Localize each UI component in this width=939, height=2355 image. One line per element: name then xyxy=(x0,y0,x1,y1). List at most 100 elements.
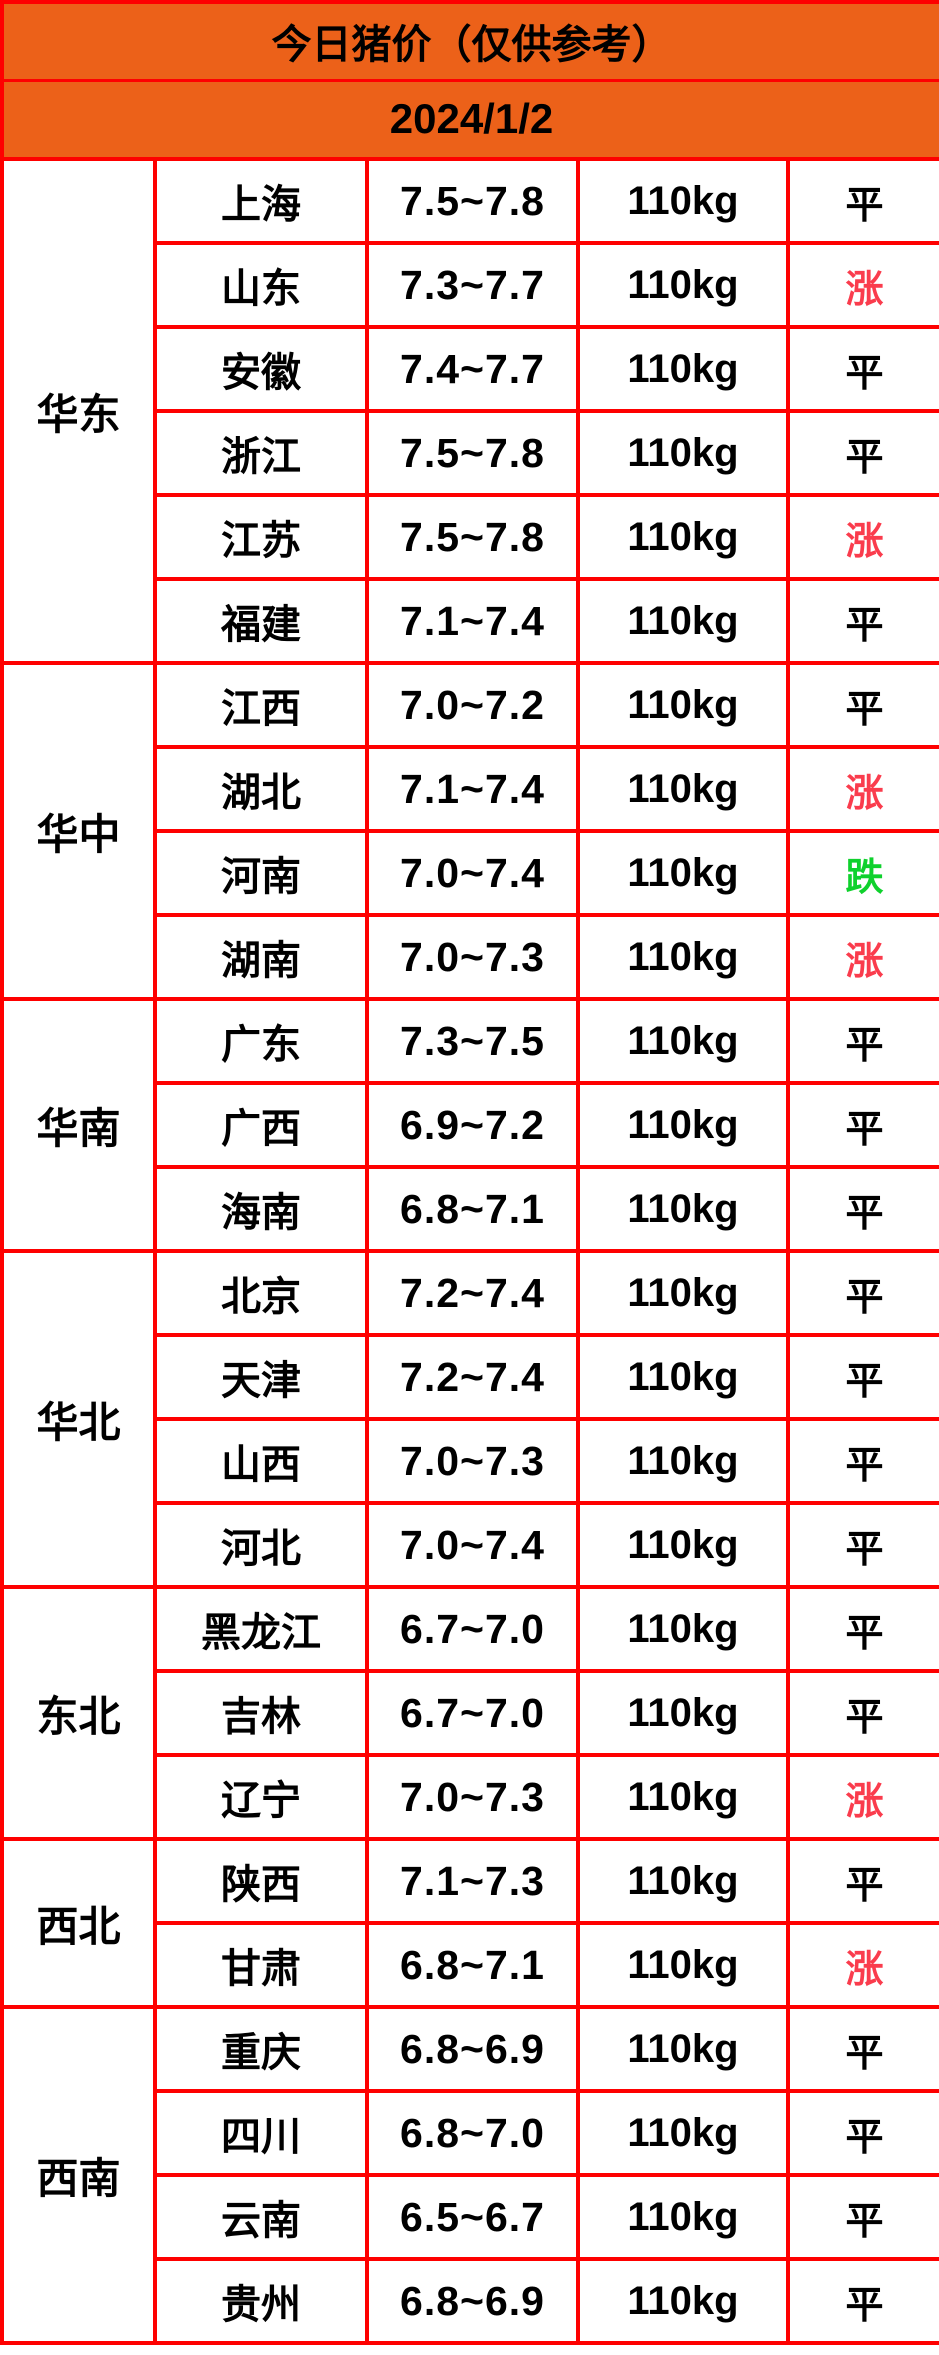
weight-cell: 110kg xyxy=(576,1921,790,2009)
table-row: 四川 6.8~7.0 110kg 平 xyxy=(2,2089,939,2177)
date-label: 2024/1/2 xyxy=(0,78,939,161)
city-cell: 湖南 xyxy=(153,913,369,1001)
weight-cell: 110kg xyxy=(576,1837,790,1925)
status-cell: 平 xyxy=(785,661,939,749)
status-cell: 平 xyxy=(785,2257,939,2345)
status-cell: 涨 xyxy=(785,1921,939,2009)
price-cell: 7.4~7.7 xyxy=(365,325,580,413)
city-cell: 广东 xyxy=(153,997,369,1085)
table-row: 湖南 7.0~7.3 110kg 涨 xyxy=(2,913,939,1001)
price-cell: 6.8~7.1 xyxy=(365,1921,580,2009)
city-cell: 贵州 xyxy=(153,2257,369,2345)
status-cell: 平 xyxy=(785,2005,939,2093)
price-cell: 7.5~7.8 xyxy=(365,493,580,581)
price-cell: 7.1~7.4 xyxy=(365,577,580,665)
table-row: 华中 江西 7.0~7.2 110kg 平 xyxy=(0,661,939,1001)
weight-cell: 110kg xyxy=(576,1669,790,1757)
city-cell: 湖北 xyxy=(153,745,369,833)
weight-cell: 110kg xyxy=(576,157,790,245)
region-cell: 华中 xyxy=(0,661,157,1001)
city-cell: 海南 xyxy=(153,1165,369,1253)
city-cell: 甘肃 xyxy=(153,1921,369,2009)
price-cell: 7.2~7.4 xyxy=(365,1333,580,1421)
city-cell: 天津 xyxy=(153,1333,369,1421)
price-cell: 7.3~7.7 xyxy=(365,241,580,329)
price-cell: 7.0~7.2 xyxy=(365,661,580,749)
table-body: 华东 上海 7.5~7.8 110kg 平山东 7.3~7.7 110kg 涨安徽 7.4~7.… xyxy=(0,157,939,2345)
table-row: 河南 7.0~7.4 110kg 跌 xyxy=(2,829,939,917)
weight-cell: 110kg xyxy=(576,2089,790,2177)
city-cell: 河南 xyxy=(153,829,369,917)
table-row: 辽宁 7.0~7.3 110kg 涨 xyxy=(2,1753,939,1841)
weight-cell: 110kg xyxy=(576,1753,790,1841)
table-row: 东北 黑龙江 6.7~7.0 110kg 平 xyxy=(0,1585,939,1841)
status-cell: 平 xyxy=(785,997,939,1085)
status-cell: 涨 xyxy=(785,913,939,1001)
price-cell: 7.5~7.8 xyxy=(365,157,580,245)
table-row: 云南 6.5~6.7 110kg 平 xyxy=(2,2173,939,2261)
table-row: 江苏 7.5~7.8 110kg 涨 xyxy=(2,493,939,581)
city-cell: 安徽 xyxy=(153,325,369,413)
weight-cell: 110kg xyxy=(576,2173,790,2261)
price-cell: 7.0~7.4 xyxy=(365,1501,580,1589)
table-row: 华北 北京 7.2~7.4 110kg 平 xyxy=(0,1249,939,1589)
city-cell: 辽宁 xyxy=(153,1753,369,1841)
status-cell: 涨 xyxy=(785,745,939,833)
table-row: 浙江 7.5~7.8 110kg 平 xyxy=(2,409,939,497)
city-cell: 北京 xyxy=(153,1249,369,1337)
table-row: 河北 7.0~7.4 110kg 平 xyxy=(2,1501,939,1589)
weight-cell: 110kg xyxy=(576,913,790,1001)
weight-cell: 110kg xyxy=(576,1333,790,1421)
status-cell: 平 xyxy=(785,157,939,245)
price-cell: 6.8~7.1 xyxy=(365,1165,580,1253)
city-cell: 云南 xyxy=(153,2173,369,2261)
city-cell: 陕西 xyxy=(153,1837,369,1925)
price-cell: 7.1~7.3 xyxy=(365,1837,580,1925)
price-cell: 6.5~6.7 xyxy=(365,2173,580,2261)
city-cell: 山西 xyxy=(153,1417,369,1505)
price-cell: 7.5~7.8 xyxy=(365,409,580,497)
weight-cell: 110kg xyxy=(576,661,790,749)
region-cell: 西南 xyxy=(0,2005,157,2345)
price-cell: 6.9~7.2 xyxy=(365,1081,580,1169)
weight-cell: 110kg xyxy=(576,1165,790,1253)
city-cell: 重庆 xyxy=(153,2005,369,2093)
table-row: 华东 上海 7.5~7.8 110kg 平 xyxy=(0,157,939,665)
price-cell: 7.0~7.3 xyxy=(365,1417,580,1505)
status-cell: 涨 xyxy=(785,493,939,581)
status-cell: 平 xyxy=(785,2089,939,2177)
title-row: 今日猪价（仅供参考） xyxy=(0,0,939,82)
price-cell: 7.0~7.3 xyxy=(365,1753,580,1841)
weight-cell: 110kg xyxy=(576,2257,790,2345)
table-row: 安徽 7.4~7.7 110kg 平 xyxy=(2,325,939,413)
region-cell: 华南 xyxy=(0,997,157,1253)
status-cell: 平 xyxy=(785,409,939,497)
city-cell: 山东 xyxy=(153,241,369,329)
price-cell: 7.2~7.4 xyxy=(365,1249,580,1337)
table-row: 福建 7.1~7.4 110kg 平 xyxy=(2,577,939,665)
table-row: 广西 6.9~7.2 110kg 平 xyxy=(2,1081,939,1169)
price-cell: 6.8~7.0 xyxy=(365,2089,580,2177)
status-cell: 平 xyxy=(785,2173,939,2261)
weight-cell: 110kg xyxy=(576,1585,790,1673)
table-row: 湖北 7.1~7.4 110kg 涨 xyxy=(2,745,939,833)
table-row: 山东 7.3~7.7 110kg 涨 xyxy=(2,241,939,329)
city-cell: 广西 xyxy=(153,1081,369,1169)
table-row: 西北 陕西 7.1~7.3 110kg 平 xyxy=(0,1837,939,2009)
status-cell: 平 xyxy=(785,1249,939,1337)
status-cell: 平 xyxy=(785,1081,939,1169)
status-cell: 平 xyxy=(785,577,939,665)
status-cell: 平 xyxy=(785,1669,939,1757)
price-cell: 7.0~7.4 xyxy=(365,829,580,917)
status-cell: 平 xyxy=(785,1417,939,1505)
city-cell: 吉林 xyxy=(153,1669,369,1757)
weight-cell: 110kg xyxy=(576,1249,790,1337)
table-row: 西南 重庆 6.8~6.9 110kg 平 xyxy=(0,2005,939,2345)
city-cell: 浙江 xyxy=(153,409,369,497)
weight-cell: 110kg xyxy=(576,2005,790,2093)
weight-cell: 110kg xyxy=(576,745,790,833)
price-cell: 6.7~7.0 xyxy=(365,1585,580,1673)
weight-cell: 110kg xyxy=(576,1081,790,1169)
table-row: 华南 广东 7.3~7.5 110kg 平 xyxy=(0,997,939,1253)
